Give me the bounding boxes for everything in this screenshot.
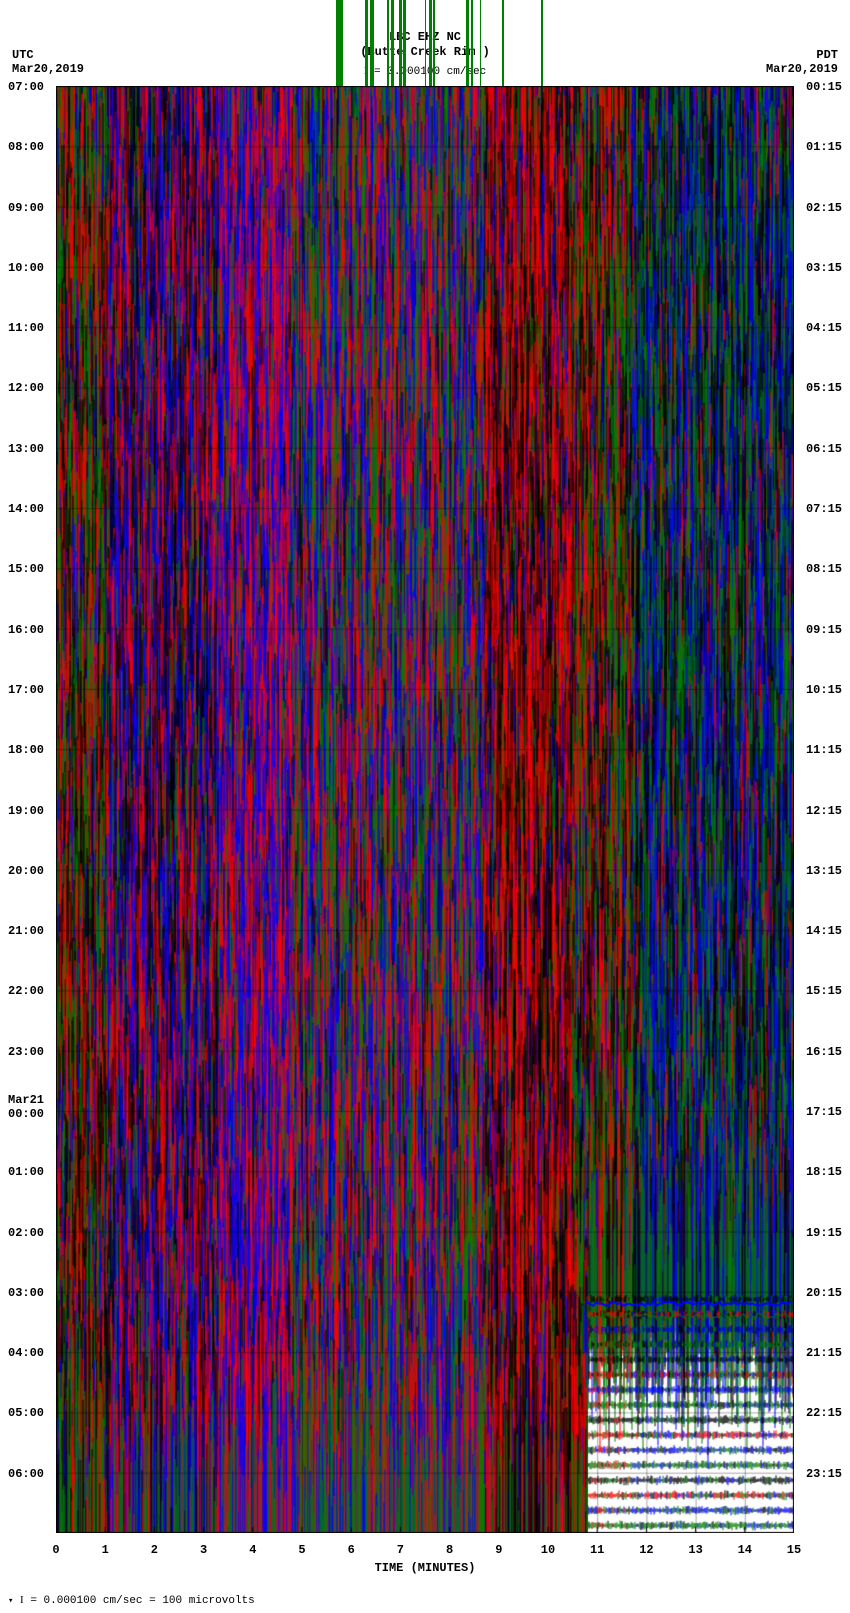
- station-location: (Butte Creek Rim ): [0, 45, 850, 59]
- x-tick: 1: [102, 1543, 109, 1557]
- pdt-time-labels: 00:1501:1502:1503:1504:1505:1506:1507:15…: [796, 86, 842, 1533]
- pdt-hour-label: 15:15: [806, 984, 842, 998]
- pdt-hour-label: 09:15: [806, 623, 842, 637]
- station-code: LBC EHZ NC: [0, 30, 850, 44]
- pdt-hour-label: 08:15: [806, 562, 842, 576]
- x-tick: 6: [348, 1543, 355, 1557]
- utc-hour-label: 12:00: [8, 381, 44, 395]
- utc-time-labels: 07:0008:0009:0010:0011:0012:0013:0014:00…: [8, 86, 54, 1533]
- utc-hour-label: 07:00: [8, 80, 44, 94]
- pdt-hour-label: 03:15: [806, 261, 842, 275]
- utc-hour-label: 16:00: [8, 623, 44, 637]
- pdt-hour-label: 16:15: [806, 1045, 842, 1059]
- pdt-hour-label: 05:15: [806, 381, 842, 395]
- x-axis-label: TIME (MINUTES): [56, 1561, 794, 1575]
- pdt-hour-label: 11:15: [806, 743, 842, 757]
- utc-hour-label: 03:00: [8, 1286, 44, 1300]
- x-tick: 4: [249, 1543, 256, 1557]
- pdt-hour-label: 18:15: [806, 1165, 842, 1179]
- pdt-hour-label: 23:15: [806, 1467, 842, 1481]
- x-axis: TIME (MINUTES) 0123456789101112131415: [56, 1535, 794, 1575]
- seismogram-plot: [56, 86, 794, 1533]
- x-tick: 13: [688, 1543, 702, 1557]
- utc-hour-label: 06:00: [8, 1467, 44, 1481]
- x-tick: 15: [787, 1543, 801, 1557]
- utc-hour-label: 09:00: [8, 201, 44, 215]
- pdt-hour-label: 20:15: [806, 1286, 842, 1300]
- x-tick: 0: [52, 1543, 59, 1557]
- utc-hour-label: 19:00: [8, 804, 44, 818]
- utc-hour-label: 14:00: [8, 502, 44, 516]
- x-tick: 10: [541, 1543, 555, 1557]
- utc-hour-label: 10:00: [8, 261, 44, 275]
- x-tick: 5: [298, 1543, 305, 1557]
- utc-hour-label: 01:00: [8, 1165, 44, 1179]
- utc-hour-label: 05:00: [8, 1406, 44, 1420]
- pdt-hour-label: 14:15: [806, 924, 842, 938]
- pdt-hour-label: 21:15: [806, 1346, 842, 1360]
- utc-hour-label: 23:00: [8, 1045, 44, 1059]
- right-date-label: Mar20,2019: [766, 62, 838, 76]
- seismogram-canvas: [56, 86, 794, 1533]
- utc-hour-label: 20:00: [8, 864, 44, 878]
- header-scale: I = 0.000100 cm/sec: [0, 65, 850, 78]
- pdt-hour-label: 12:15: [806, 804, 842, 818]
- left-timezone-label: UTC: [12, 48, 34, 62]
- utc-hour-label: 21:00: [8, 924, 44, 938]
- pdt-hour-label: 06:15: [806, 442, 842, 456]
- utc-hour-label: 08:00: [8, 140, 44, 154]
- utc-hour-label: 17:00: [8, 683, 44, 697]
- x-tick: 14: [738, 1543, 752, 1557]
- x-tick: 2: [151, 1543, 158, 1557]
- x-tick: 3: [200, 1543, 207, 1557]
- utc-hour-label: 04:00: [8, 1346, 44, 1360]
- pdt-hour-label: 02:15: [806, 201, 842, 215]
- x-tick: 12: [639, 1543, 653, 1557]
- utc-hour-label: 15:00: [8, 562, 44, 576]
- utc-hour-label: Mar2100:00: [8, 1093, 44, 1121]
- utc-hour-label: 02:00: [8, 1226, 44, 1240]
- x-tick: 11: [590, 1543, 604, 1557]
- x-tick: 8: [446, 1543, 453, 1557]
- left-date-label: Mar20,2019: [12, 62, 84, 76]
- utc-hour-label: 11:00: [8, 321, 44, 335]
- pdt-hour-label: 00:15: [806, 80, 842, 94]
- pdt-hour-label: 22:15: [806, 1406, 842, 1420]
- pdt-hour-label: 13:15: [806, 864, 842, 878]
- pdt-hour-label: 17:15: [806, 1105, 842, 1119]
- footer-scale: ▾ I = 0.000100 cm/sec = 100 microvolts: [8, 1594, 255, 1607]
- x-tick: 7: [397, 1543, 404, 1557]
- pdt-hour-label: 10:15: [806, 683, 842, 697]
- pdt-hour-label: 07:15: [806, 502, 842, 516]
- utc-hour-label: 13:00: [8, 442, 44, 456]
- right-timezone-label: PDT: [816, 48, 838, 62]
- x-tick: 9: [495, 1543, 502, 1557]
- pdt-hour-label: 04:15: [806, 321, 842, 335]
- pdt-hour-label: 19:15: [806, 1226, 842, 1240]
- utc-hour-label: 22:00: [8, 984, 44, 998]
- pdt-hour-label: 01:15: [806, 140, 842, 154]
- utc-hour-label: 18:00: [8, 743, 44, 757]
